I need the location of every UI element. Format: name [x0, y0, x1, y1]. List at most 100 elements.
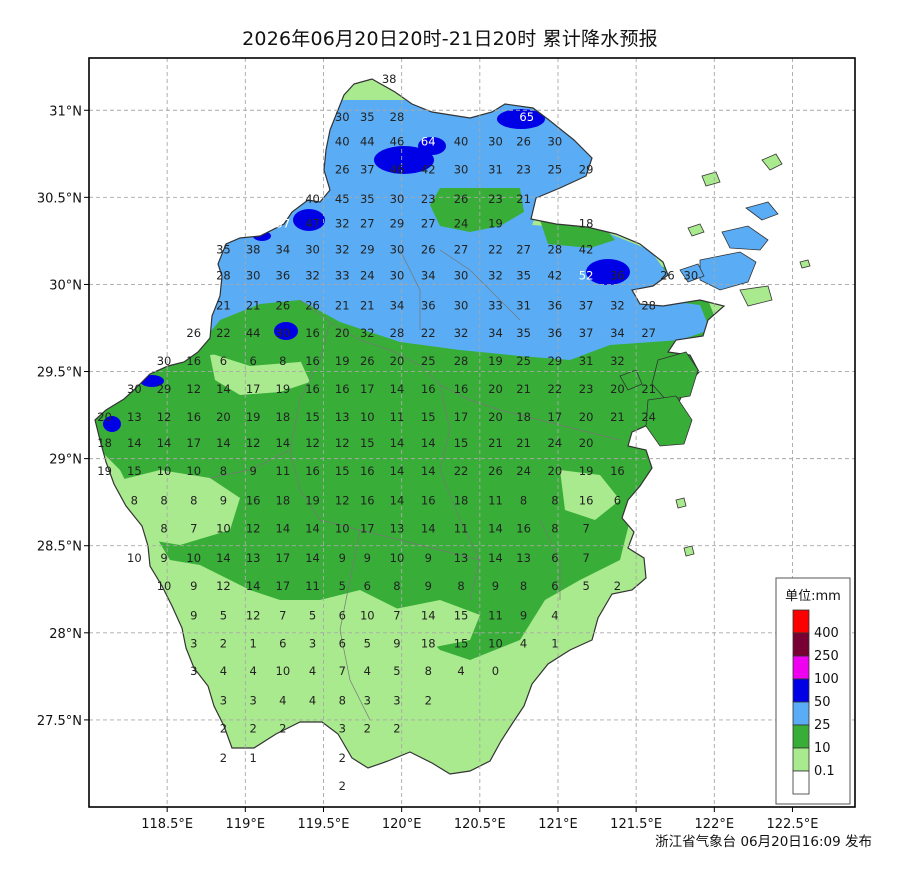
legend-swatch: [792, 701, 810, 726]
station-value: 14: [305, 551, 320, 565]
station-value: 15: [454, 608, 469, 622]
station-value: 3: [249, 694, 256, 708]
station-value: 16: [186, 410, 201, 424]
station-value: 4: [249, 664, 256, 678]
station-value: 17: [548, 410, 563, 424]
station-value: 12: [246, 436, 261, 450]
lon-tick-label: 119.5°E: [298, 817, 350, 832]
station-value: 21: [335, 298, 350, 312]
station-value: 14: [421, 521, 436, 535]
station-value: 11: [390, 410, 405, 424]
station-value: 30: [276, 326, 291, 340]
station-value: 17: [454, 410, 469, 424]
legend-swatch: [792, 770, 810, 795]
station-value: 38: [382, 72, 397, 86]
lon-tick-label: 120°E: [382, 817, 422, 832]
station-value: 7: [279, 608, 286, 622]
station-value: 23: [516, 162, 531, 176]
station-value: 8: [393, 579, 400, 593]
legend-title: 单位:mm: [785, 589, 841, 604]
station-value: 12: [216, 579, 231, 593]
station-value: 9: [160, 551, 167, 565]
station-value: 7: [339, 664, 346, 678]
station-value: 20: [610, 382, 625, 396]
station-value: 14: [157, 436, 172, 450]
station-value: 35: [516, 326, 531, 340]
station-value: 37: [579, 298, 594, 312]
station-value: 18: [276, 410, 291, 424]
station-value: 20: [216, 410, 231, 424]
station-value: 14: [390, 382, 405, 396]
station-value: 5: [364, 636, 371, 650]
station-value: 16: [516, 521, 531, 535]
station-value: 13: [516, 551, 531, 565]
station-value: 4: [364, 664, 371, 678]
station-value: 20: [390, 354, 405, 368]
station-value: 21: [641, 382, 656, 396]
lat-tick-label: 30°N: [49, 278, 82, 293]
station-value: 30: [127, 382, 142, 396]
legend-label: 100: [814, 672, 839, 687]
station-value: 22: [454, 464, 469, 478]
lat-tick-label: 29°N: [49, 453, 82, 468]
station-value: 11: [488, 608, 503, 622]
station-value: 17: [360, 521, 375, 535]
station-value: 1: [249, 636, 256, 650]
station-value: 9: [425, 551, 432, 565]
legend-label: 400: [814, 626, 839, 641]
station-value: 6: [551, 579, 558, 593]
station-value: 2: [393, 722, 400, 736]
station-value: 42: [421, 162, 436, 176]
station-value: 12: [246, 521, 261, 535]
station-value: 18: [516, 410, 531, 424]
station-value: 37: [360, 162, 375, 176]
station-value: 29: [390, 216, 405, 230]
station-value: 22: [421, 326, 436, 340]
station-value: 28: [641, 298, 656, 312]
station-value: 10: [488, 636, 503, 650]
station-value: 2: [364, 722, 371, 736]
station-value: 3: [309, 636, 316, 650]
station-value: 36: [610, 269, 625, 283]
station-value: 21: [360, 298, 375, 312]
station-value: 40: [454, 135, 469, 149]
station-value: 4: [520, 636, 527, 650]
station-value: 18: [97, 436, 112, 450]
station-value: 27: [454, 243, 469, 257]
station-value: 14: [127, 436, 142, 450]
lat-tick-label: 28.5°N: [37, 540, 82, 555]
station-value: 15: [421, 410, 436, 424]
station-value: 23: [579, 382, 594, 396]
station-value: 8: [160, 521, 167, 535]
station-value: 12: [157, 410, 172, 424]
station-value: 3: [190, 636, 197, 650]
station-value: 14: [216, 382, 231, 396]
station-value: 11: [488, 493, 503, 507]
station-value: 12: [186, 382, 201, 396]
lat-tick-label: 28°N: [49, 627, 82, 642]
station-value: 2: [339, 779, 346, 793]
station-value: 17: [360, 382, 375, 396]
lat-tick-label: 30.5°N: [37, 191, 82, 206]
station-value: 30: [246, 269, 261, 283]
station-value: 1: [551, 636, 558, 650]
station-value: 30: [305, 243, 320, 257]
legend-swatch: [792, 632, 810, 657]
station-value: 28: [390, 110, 405, 124]
station-value: 14: [488, 551, 503, 565]
lat-tick-label: 27.5°N: [37, 714, 82, 729]
station-value: 9: [520, 608, 527, 622]
station-value: 21: [516, 382, 531, 396]
station-value: 12: [246, 608, 261, 622]
station-value: 9: [190, 608, 197, 622]
station-value: 24: [360, 269, 375, 283]
station-value: 44: [360, 135, 375, 149]
station-value: 6: [339, 636, 346, 650]
lat-tick-label: 31°N: [49, 104, 82, 119]
fill-dark-blue-2: [497, 109, 545, 129]
station-value: 27: [641, 326, 656, 340]
station-value: 32: [610, 298, 625, 312]
station-value: 32: [454, 326, 469, 340]
station-value: 45: [335, 192, 350, 206]
station-value: 10: [335, 521, 350, 535]
